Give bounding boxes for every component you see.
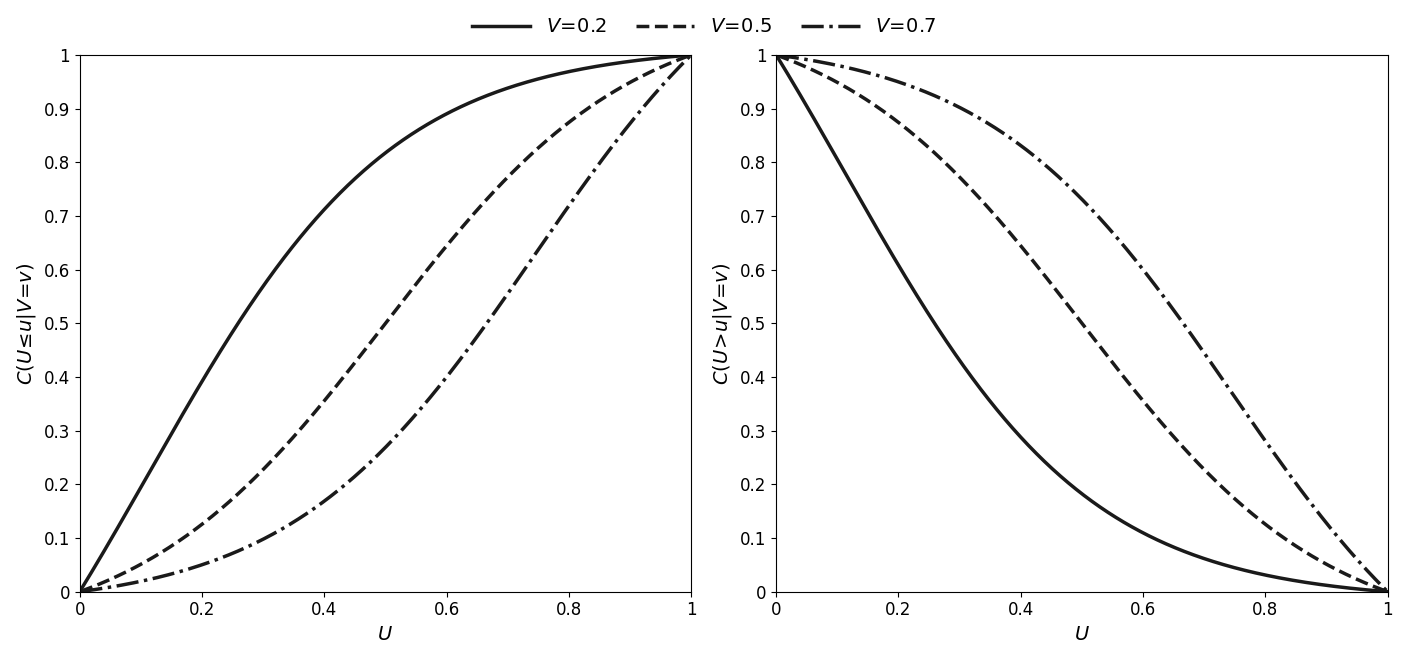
$V=0.7$ <box>681 51 698 59</box>
$V=0.2$ <box>1015 436 1032 444</box>
Y-axis label: $C(U\!>\!u|V\!=\!v)$: $C(U\!>\!u|V\!=\!v)$ <box>711 262 735 385</box>
$V=0.2$ <box>681 51 698 59</box>
$V=0.2$ <box>341 180 358 188</box>
$V=0.5$ <box>1015 245 1032 253</box>
$V=0.7$ <box>1378 587 1395 595</box>
$V=0.7$ <box>341 477 358 485</box>
$V=0.7$ <box>1015 144 1032 152</box>
$V=0.5$ <box>1245 510 1262 518</box>
$V=0.5$ <box>831 79 848 87</box>
$V=0.5$ <box>1187 457 1204 465</box>
$V=0.7$ <box>548 220 565 228</box>
$V=0.5$ <box>1038 273 1055 281</box>
$V=0.7$ <box>1245 419 1262 427</box>
$V=0.2$ <box>1245 568 1262 576</box>
Line: $V=0.5$: $V=0.5$ <box>777 55 1387 592</box>
$V=0.5$ <box>559 120 576 128</box>
$V=0.2$ <box>72 587 89 594</box>
$V=0.5$ <box>769 51 786 59</box>
$V=0.7$ <box>831 62 848 70</box>
X-axis label: U: U <box>379 625 393 644</box>
$V=0.5$ <box>1378 588 1395 596</box>
Line: $V=0.2$: $V=0.2$ <box>777 56 1387 592</box>
$V=0.2$ <box>491 87 508 95</box>
$V=0.2$ <box>318 202 335 210</box>
$V=0.7$ <box>318 495 335 503</box>
Line: $V=0.5$: $V=0.5$ <box>80 55 690 592</box>
$V=0.2$ <box>831 158 848 166</box>
Y-axis label: $C(U\!\leq\!u|V\!=\!v)$: $C(U\!\leq\!u|V\!=\!v)$ <box>15 262 38 385</box>
$V=0.7$ <box>1038 161 1055 169</box>
$V=0.7$ <box>134 577 151 585</box>
$V=0.2$ <box>134 480 151 488</box>
$V=0.5$ <box>134 559 151 567</box>
Legend: $V\!=\!0.2$, $V\!=\!0.5$, $V\!=\!0.7$: $V\!=\!0.2$, $V\!=\!0.5$, $V\!=\!0.7$ <box>465 10 943 44</box>
$V=0.7$ <box>559 204 576 212</box>
$V=0.2$ <box>769 52 786 60</box>
$V=0.2$ <box>559 68 576 76</box>
$V=0.2$ <box>1378 588 1395 596</box>
$V=0.7$ <box>72 588 89 596</box>
$V=0.2$ <box>548 71 565 78</box>
$V=0.7$ <box>1187 337 1204 345</box>
$V=0.5$ <box>1255 519 1271 527</box>
$V=0.7$ <box>491 302 508 310</box>
$V=0.5$ <box>318 393 335 401</box>
$V=0.5$ <box>72 588 89 596</box>
$V=0.5$ <box>548 129 565 136</box>
$V=0.2$ <box>1187 552 1204 559</box>
$V=0.5$ <box>341 366 358 374</box>
$V=0.2$ <box>1038 459 1055 467</box>
X-axis label: U: U <box>1074 625 1088 644</box>
Line: $V=0.7$: $V=0.7$ <box>777 55 1387 591</box>
Line: $V=0.2$: $V=0.2$ <box>80 55 690 590</box>
$V=0.7$ <box>769 51 786 59</box>
$V=0.5$ <box>491 182 508 190</box>
Line: $V=0.7$: $V=0.7$ <box>80 55 690 592</box>
$V=0.5$ <box>681 51 698 59</box>
$V=0.7$ <box>1255 434 1271 442</box>
$V=0.2$ <box>1255 571 1271 579</box>
